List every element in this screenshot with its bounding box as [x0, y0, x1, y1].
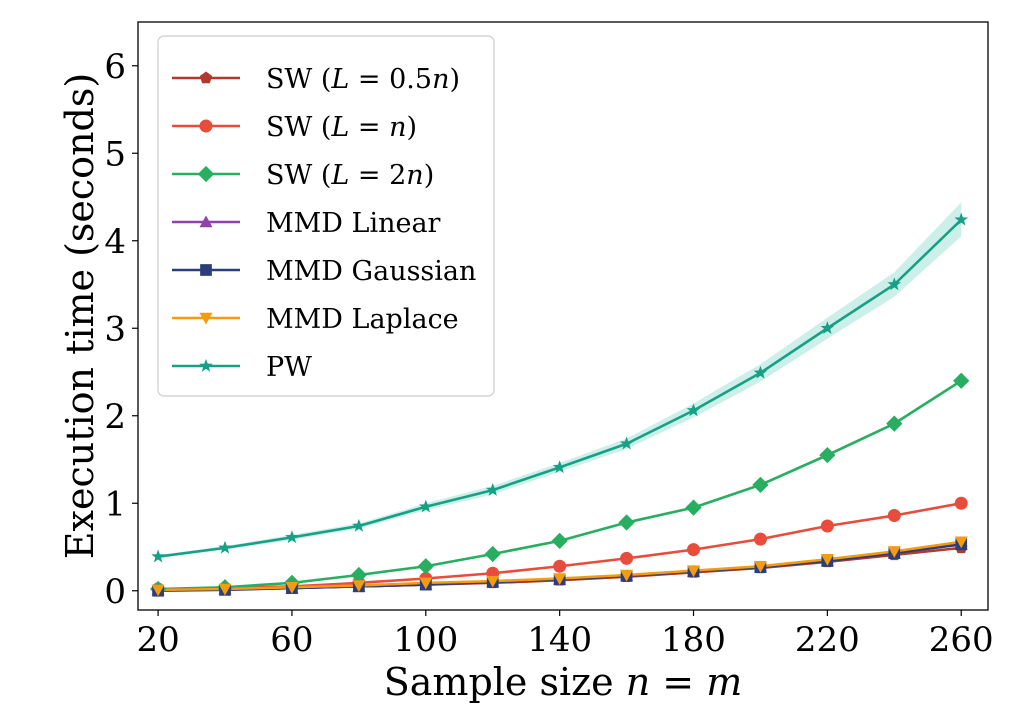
data-point-pw [954, 212, 969, 226]
data-point-sw-l-2n [417, 558, 434, 575]
data-point-mmd-laplace [620, 569, 634, 582]
legend-label-sw-l-2n: SW (L = 2n) [266, 160, 434, 191]
data-point-sw-l-n [753, 532, 767, 546]
x-tick-label: 180 [661, 620, 726, 660]
data-point-sw-l-n [954, 496, 968, 510]
data-point-pw [753, 365, 768, 379]
y-tick-label: 5 [104, 134, 126, 174]
data-point-mmd-laplace [553, 573, 567, 585]
data-point-pw [552, 460, 567, 474]
x-axis-label: Sample size n = m [384, 660, 743, 704]
legend-marker-mmd-laplace [199, 312, 213, 325]
data-point-pw [686, 403, 701, 417]
data-point-pw [820, 321, 835, 335]
x-tick-label: 220 [795, 620, 860, 660]
data-point-sw-l-2n [953, 372, 970, 389]
data-point-mmd-laplace [954, 536, 968, 549]
legend-label-sw-l-0-5n: SW (L = 0.5n) [266, 64, 460, 95]
axes [132, 21, 989, 616]
data-point-sw-l-2n [752, 476, 769, 493]
data-point-sw-l-2n [350, 566, 367, 584]
data-point-sw-l-2n [484, 545, 501, 563]
y-tick-label: 6 [104, 47, 126, 87]
data-point-mmd-laplace [285, 582, 299, 594]
legend-marker-sw-l-n [199, 119, 213, 133]
data-point-mmd-laplace [820, 554, 834, 566]
axis-labels: Sample size n = m Execution time (seconds… [58, 73, 742, 704]
data-point-sw-l-2n [685, 499, 702, 516]
data-point-mmd-laplace [887, 546, 901, 558]
data-point-sw-l-n [687, 543, 701, 557]
legend-marker-sw-l-0-5n [199, 71, 213, 84]
data-point-pw [151, 549, 165, 563]
data-point-mmd-laplace [352, 580, 366, 592]
legend-marker-mmd-gaussian [200, 264, 212, 276]
y-tick-label: 3 [104, 309, 126, 349]
data-point-sw-l-n [887, 509, 901, 522]
data-point-pw [285, 530, 299, 544]
data-point-pw [619, 436, 634, 450]
x-tick-label: 20 [136, 620, 179, 660]
data-point-sw-l-2n [886, 415, 903, 432]
legend-label-mmd-gaussian: MMD Gaussian [266, 256, 476, 287]
y-tick-label: 0 [104, 572, 126, 612]
x-tick-label: 100 [393, 620, 458, 660]
data-point-mmd-laplace [151, 584, 165, 597]
legend-box [157, 35, 495, 397]
x-tick-label: 60 [270, 620, 313, 660]
legend-marker-sw-l-2n [197, 165, 215, 183]
data-point-sw-l-2n [551, 532, 568, 549]
plot-frame [137, 21, 989, 611]
data-point-mmd-laplace [753, 561, 767, 573]
legend-label-sw-l-n: SW (L = n) [266, 112, 417, 143]
legend: SW (L = 0.5n) SW (L = n) SW (L = 2n) MMD Li… [157, 35, 495, 397]
legend-label-pw: PW [266, 352, 312, 383]
data-point-sw-l-2n [819, 447, 836, 464]
legend-marker-mmd-linear [199, 215, 213, 228]
data-point-mmd-laplace [419, 577, 433, 590]
legend-marker-pw [199, 358, 213, 372]
x-tick-label: 140 [527, 620, 592, 660]
data-point-sw-l-n [553, 559, 567, 573]
data-point-mmd-laplace [218, 583, 232, 596]
y-tick-label: 1 [104, 484, 126, 524]
data-point-mmd-laplace [486, 575, 500, 588]
data-point-pw [418, 499, 433, 513]
data-point-pw [352, 518, 366, 532]
x-tick-label: 260 [929, 620, 994, 660]
data-point-mmd-laplace [687, 565, 701, 578]
tick-labels: 20 60 100 140 180 220 260 0 1 2 3 4 5 6 [104, 47, 993, 660]
y-tick-label: 4 [104, 222, 126, 262]
data-point-pw [485, 482, 500, 496]
legend-label-mmd-linear: MMD Linear [266, 208, 441, 239]
y-tick-label: 2 [104, 397, 126, 437]
data-point-pw [887, 277, 902, 291]
y-axis-label: Execution time (seconds) [58, 73, 102, 559]
data-point-sw-l-n [820, 519, 834, 533]
series-markers [149, 212, 970, 598]
legend-label-mmd-laplace: MMD Laplace [266, 304, 459, 335]
data-point-sw-l-2n [618, 514, 635, 531]
data-point-sw-l-n [620, 551, 634, 565]
data-point-pw [218, 540, 232, 554]
